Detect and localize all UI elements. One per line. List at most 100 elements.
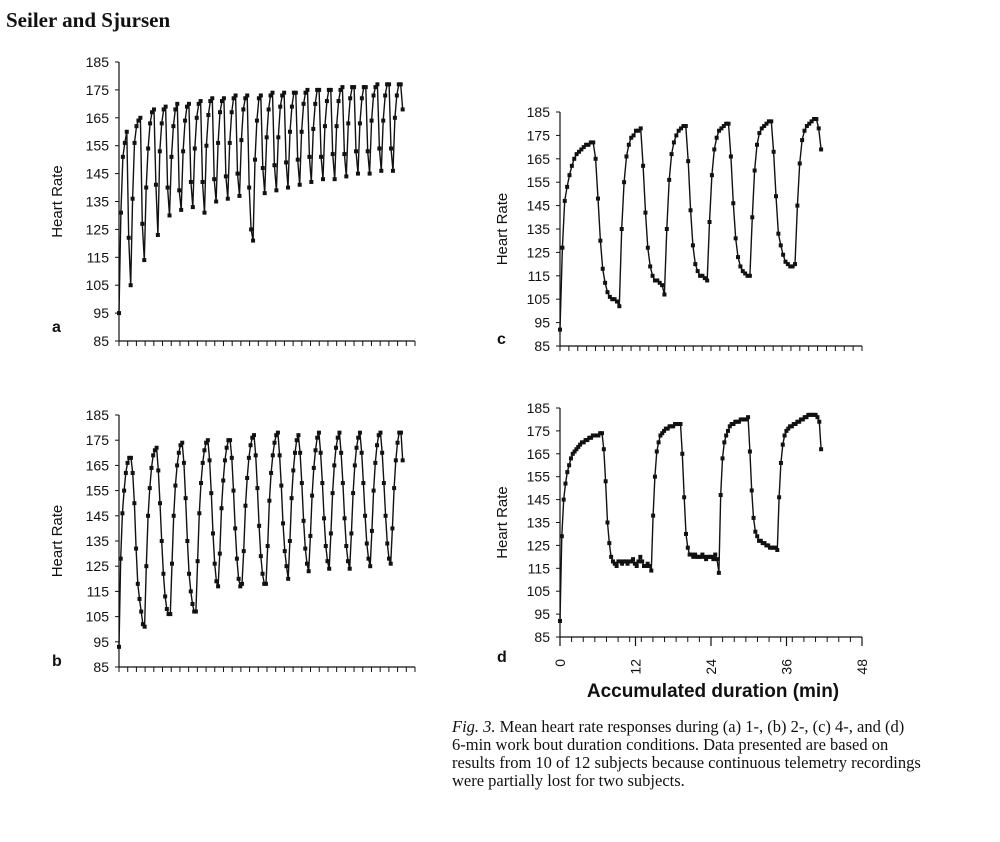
y-tick-label-b-95: 95 (93, 634, 109, 650)
y-tick-label-d-155: 155 (527, 469, 551, 485)
data-point-a-125 (359, 96, 364, 101)
data-point-a-1 (118, 210, 123, 215)
x-tick-label-24: 24 (703, 659, 719, 675)
data-point-c-11 (584, 142, 589, 147)
chart-panel-d: 85 95 105 115 125 135 145 155 165 175 185 0 12 24 36 48… (494, 400, 870, 702)
data-point-a-28 (171, 124, 176, 129)
data-point-b-141 (357, 430, 362, 435)
data-point-b-129 (337, 430, 342, 435)
data-point-a-74 (260, 166, 265, 171)
data-point-b-55 (210, 531, 215, 536)
data-point-a-80 (272, 163, 277, 168)
data-point-c-42 (657, 280, 662, 285)
data-point-b-48 (199, 481, 204, 486)
data-point-b-22 (154, 445, 159, 450)
data-point-a-57 (227, 140, 232, 145)
data-point-c-110 (819, 147, 824, 152)
data-point-a-76 (264, 135, 269, 140)
data-point-b-145 (364, 541, 369, 546)
data-point-a-141 (390, 168, 395, 173)
data-point-a-122 (354, 149, 359, 154)
data-point-c-59 (698, 273, 703, 278)
data-point-b-38 (181, 460, 186, 465)
data-point-c-97 (788, 264, 793, 269)
data-point-b-72 (240, 581, 245, 586)
data-point-a-62 (237, 193, 242, 198)
data-point-a-97 (305, 87, 310, 92)
chart-panel-a: 85 95 105 115 125 135 145 155 165 175 185 Heart Rat… (49, 54, 416, 349)
data-point-a-56 (225, 196, 230, 201)
data-point-c-48 (671, 140, 676, 145)
data-point-d-5 (567, 463, 572, 468)
y-tick-label-b-115: 115 (87, 583, 110, 599)
data-point-c-85 (759, 126, 764, 131)
data-point-c-46 (667, 177, 672, 182)
data-point-a-36 (186, 101, 191, 106)
y-tick-label-a-105: 105 (86, 277, 110, 293)
data-point-c-5 (569, 163, 574, 168)
data-point-d-11 (578, 442, 583, 447)
data-point-d-52 (652, 474, 657, 479)
data-point-b-130 (339, 450, 344, 455)
data-point-b-80 (253, 453, 258, 458)
data-point-b-13 (139, 609, 144, 614)
data-point-a-8 (132, 140, 137, 145)
data-point-d-107 (753, 529, 758, 534)
data-point-a-25 (165, 185, 170, 190)
data-point-a-123 (355, 171, 360, 176)
y-tick-label-a-175: 175 (86, 82, 110, 98)
data-point-b-151 (375, 443, 380, 448)
data-point-c-15 (593, 156, 598, 161)
data-point-c-100 (795, 203, 800, 208)
data-point-d-110 (758, 538, 763, 543)
data-point-a-119 (348, 96, 353, 101)
data-point-b-101 (289, 496, 294, 501)
y-tick-label-a-155: 155 (86, 138, 110, 154)
data-point-a-132 (373, 85, 378, 90)
y-axis-label-d: Heart Rate (494, 486, 511, 559)
data-point-b-105 (296, 433, 301, 438)
data-point-c-36 (643, 210, 648, 215)
data-point-c-45 (664, 227, 669, 231)
data-point-a-60 (233, 93, 238, 98)
data-point-d-103 (746, 415, 751, 420)
data-point-d-67 (680, 451, 685, 456)
data-point-b-94 (277, 453, 282, 458)
data-point-b-98 (284, 564, 289, 569)
data-point-a-47 (208, 99, 213, 104)
data-point-d-108 (755, 534, 760, 539)
data-point-b-34 (175, 463, 180, 468)
data-point-a-27 (169, 154, 174, 159)
data-point-d-102 (744, 417, 749, 422)
data-point-a-46 (206, 113, 211, 118)
data-point-d-87 (716, 570, 721, 575)
data-point-b-32 (171, 513, 176, 518)
data-point-d-37 (625, 561, 630, 566)
data-point-a-6 (128, 283, 133, 288)
data-point-d-90 (722, 440, 727, 445)
data-point-c-49 (674, 133, 679, 138)
data-point-d-36 (623, 559, 628, 564)
data-point-b-131 (340, 481, 345, 486)
data-point-d-79 (702, 554, 707, 559)
data-point-c-83 (755, 142, 760, 147)
data-point-c-23 (612, 297, 617, 302)
data-point-c-106 (809, 119, 814, 124)
data-point-c-19 (603, 280, 608, 285)
y-tick-label-b-105: 105 (86, 609, 110, 625)
data-point-a-103 (317, 87, 322, 92)
data-point-b-67 (231, 488, 236, 493)
data-point-d-143 (819, 447, 824, 452)
data-point-a-4 (124, 129, 129, 134)
data-point-b-15 (142, 624, 147, 629)
data-point-a-115 (340, 85, 345, 90)
data-point-b-115 (313, 448, 318, 453)
data-point-c-69 (721, 124, 726, 129)
data-point-b-112 (308, 533, 313, 538)
data-point-a-130 (369, 118, 374, 123)
y-tick-label-c-95: 95 (534, 315, 550, 331)
data-point-a-3 (122, 140, 127, 145)
data-point-b-60 (219, 506, 224, 511)
data-point-a-101 (313, 101, 318, 106)
data-point-d-26 (605, 520, 610, 525)
